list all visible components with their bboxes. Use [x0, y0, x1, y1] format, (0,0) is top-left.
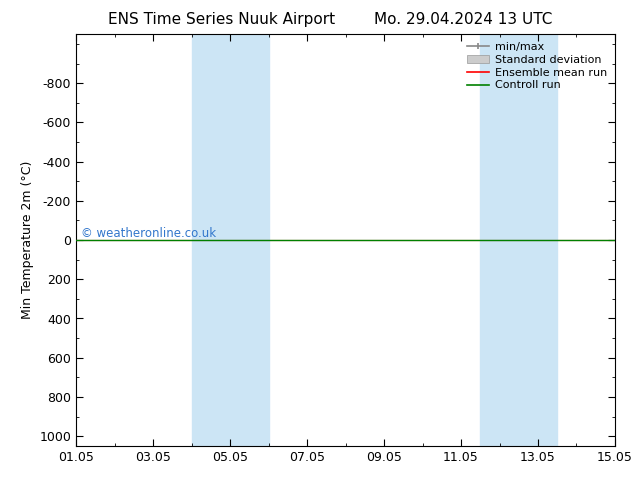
- Text: Mo. 29.04.2024 13 UTC: Mo. 29.04.2024 13 UTC: [373, 12, 552, 27]
- Bar: [191, 34, 269, 446]
- Text: ENS Time Series Nuuk Airport: ENS Time Series Nuuk Airport: [108, 12, 335, 27]
- Text: © weatheronline.co.uk: © weatheronline.co.uk: [81, 227, 217, 240]
- Bar: [480, 34, 557, 446]
- Y-axis label: Min Temperature 2m (°C): Min Temperature 2m (°C): [21, 161, 34, 319]
- Legend: min/max, Standard deviation, Ensemble mean run, Controll run: min/max, Standard deviation, Ensemble me…: [465, 40, 609, 93]
